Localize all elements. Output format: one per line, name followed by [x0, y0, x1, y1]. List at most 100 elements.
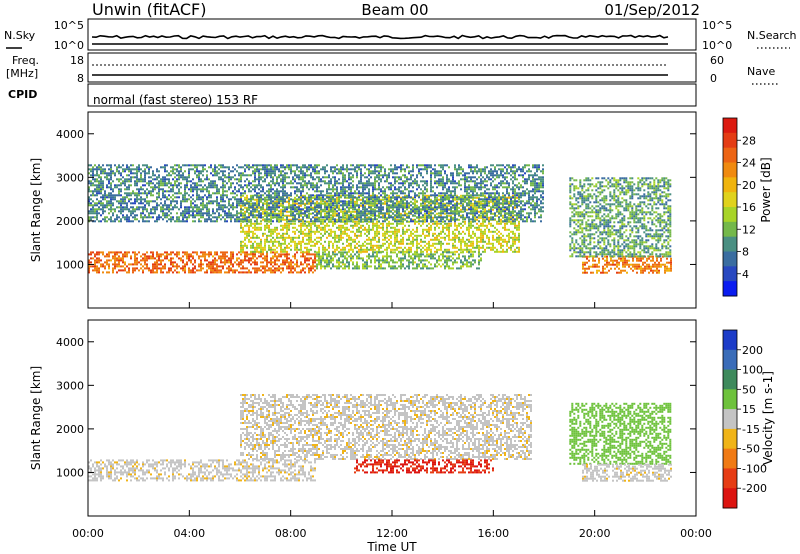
echo-cell: [468, 206, 470, 209]
echo-cell: [244, 174, 246, 177]
echo-cell: [118, 265, 120, 268]
echo-cell: [226, 194, 228, 197]
echo-cell: [282, 269, 284, 272]
echo-cell: [436, 238, 438, 241]
echo-cell: [232, 208, 234, 211]
echo-cell: [152, 253, 154, 256]
echo-cell: [390, 222, 392, 225]
echo-cell: [264, 257, 266, 260]
echo-cell: [206, 178, 208, 181]
echo-cell: [282, 212, 284, 215]
echo-cell: [198, 188, 200, 191]
echo-cell: [116, 257, 118, 260]
echo-cell: [340, 208, 342, 211]
echo-cell: [358, 194, 360, 197]
echo-cell: [260, 248, 262, 251]
echo-cell: [98, 192, 100, 195]
echo-cell: [252, 250, 254, 253]
echo-cell: [258, 269, 260, 272]
echo-cell: [236, 218, 238, 221]
echo-cell: [346, 228, 348, 231]
echo-cell: [478, 196, 480, 199]
echo-cell: [132, 172, 134, 175]
echo-cell: [130, 220, 132, 223]
echo-cell: [236, 204, 238, 207]
echo-cell: [284, 224, 286, 227]
echo-cell: [170, 190, 172, 193]
echo-cell: [432, 216, 434, 219]
echo-cell: [130, 164, 132, 167]
echo-cell: [256, 246, 258, 249]
echo-cell: [460, 204, 462, 207]
echo-cell: [346, 216, 348, 219]
echo-cell: [330, 216, 332, 219]
echo-cell: [294, 220, 296, 223]
echo-cell: [116, 200, 118, 203]
echo-cell: [234, 220, 236, 223]
echo-cell: [454, 222, 456, 225]
echo-cell: [236, 259, 238, 262]
echo-cell: [284, 176, 286, 179]
echo-cell: [118, 269, 120, 272]
echo-cell: [464, 244, 466, 247]
echo-cell: [224, 253, 226, 256]
echo-cell: [316, 206, 318, 209]
echo-cell: [194, 267, 196, 270]
echo-cell: [90, 210, 92, 213]
echo-cell: [108, 180, 110, 183]
echo-cell: [284, 250, 286, 253]
echo-cell: [126, 194, 128, 197]
echo-cell: [302, 240, 304, 243]
echo-cell: [212, 269, 214, 272]
echo-cell: [436, 212, 438, 215]
echo-cell: [374, 222, 376, 225]
echo-cell: [286, 164, 288, 167]
echo-cell: [188, 172, 190, 175]
echo-cell: [180, 182, 182, 185]
echo-cell: [90, 251, 92, 254]
echo-cell: [280, 174, 282, 177]
echo-cell: [250, 257, 252, 260]
echo-cell: [274, 238, 276, 241]
echo-cell: [510, 210, 512, 213]
echo-cell: [288, 222, 290, 225]
echo-cell: [244, 267, 246, 270]
echo-cell: [280, 242, 282, 245]
echo-cell: [292, 255, 294, 258]
echo-cell: [110, 188, 112, 191]
echo-cell: [378, 240, 380, 243]
echo-cell: [300, 178, 302, 181]
echo-cell: [222, 174, 224, 177]
echo-cell: [230, 204, 232, 207]
echo-cell: [92, 210, 94, 213]
echo-cell: [96, 251, 98, 254]
echo-cell: [250, 212, 252, 215]
echo-cell: [90, 170, 92, 173]
echo-cell: [288, 168, 290, 171]
echo-cell: [330, 198, 332, 201]
echo-cell: [162, 214, 164, 217]
echo-cell: [244, 164, 246, 167]
echo-cell: [100, 170, 102, 173]
echo-cell: [258, 200, 260, 203]
echo-cell: [196, 168, 198, 171]
echo-cell: [170, 253, 172, 256]
echo-cell: [252, 206, 254, 209]
echo-cell: [134, 200, 136, 203]
echo-cell: [162, 265, 164, 268]
echo-cell: [308, 238, 310, 241]
echo-cell: [508, 246, 510, 249]
echo-cell: [200, 259, 202, 262]
echo-cell: [302, 176, 304, 179]
echo-cell: [122, 265, 124, 268]
echo-cell: [410, 250, 412, 253]
echo-cell: [254, 176, 256, 179]
echo-cell: [186, 178, 188, 181]
echo-cell: [428, 248, 430, 251]
echo-cell: [148, 214, 150, 217]
echo-cell: [146, 259, 148, 262]
echo-cell: [184, 253, 186, 256]
echo-cell: [460, 196, 462, 199]
echo-cell: [306, 226, 308, 229]
echo-cell: [154, 261, 156, 264]
